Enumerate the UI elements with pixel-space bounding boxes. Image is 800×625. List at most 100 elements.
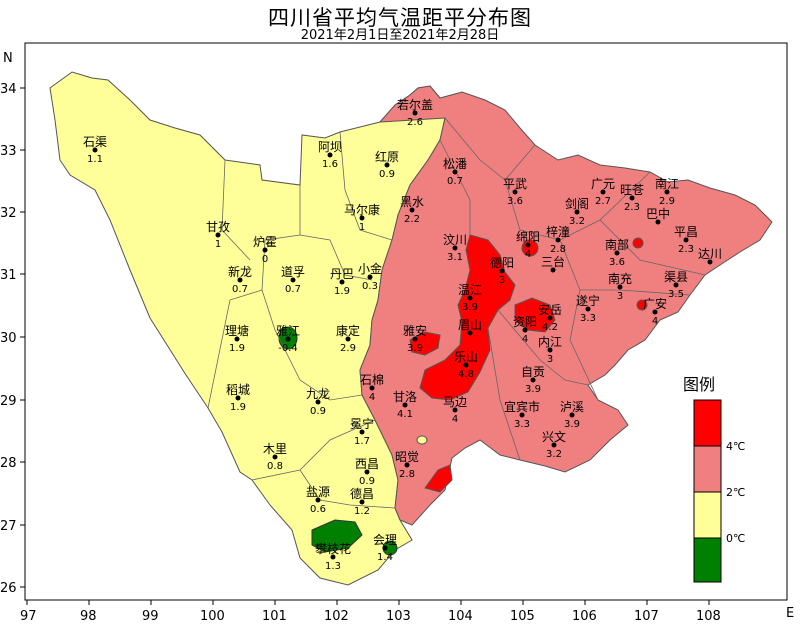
station-name: 盐源 — [306, 485, 330, 499]
station-marker: 雅安 3.9 — [403, 323, 427, 354]
station-value: 4 — [525, 249, 531, 260]
lat-tick-labels: 34 33 32 31 30 29 28 27 26 N — [0, 51, 17, 596]
station-dot — [237, 277, 243, 283]
station-name: 三台 — [541, 254, 565, 269]
station-marker: 剑阁 3.2 — [565, 196, 589, 227]
station-value: 3.6 — [609, 257, 625, 268]
station-name: 小金 — [358, 261, 382, 276]
region-red-yaan — [409, 331, 441, 356]
station-name: 渠县 — [664, 270, 688, 284]
station-value: 1.6 — [322, 159, 338, 170]
station-value: 2.7 — [595, 196, 611, 207]
station-dot — [530, 377, 536, 383]
station-dot — [315, 497, 321, 503]
station-dot — [272, 454, 278, 460]
station-dot — [92, 147, 98, 153]
station-name: 安岳 — [538, 302, 562, 317]
station-value: 0.9 — [359, 476, 375, 487]
station-value: 3.3 — [514, 419, 530, 430]
lat-axis — [20, 87, 25, 588]
legend-swatch-red — [693, 399, 722, 447]
lon-tick: 100 — [200, 609, 225, 624]
lat-tick: 27 — [0, 519, 17, 534]
station-dot — [359, 499, 365, 505]
station-name: 炉霍 — [253, 235, 277, 249]
lat-tick: 29 — [0, 394, 17, 409]
station-value: 1.1 — [87, 154, 103, 165]
station-marker: 平昌 2.3 — [674, 225, 698, 255]
station-marker: 九龙 0.9 — [306, 387, 330, 417]
station-dot — [467, 295, 473, 301]
station-value: 1.3 — [325, 561, 341, 572]
station-name: 攀枝花 — [315, 541, 351, 556]
station-name: 德阳 — [490, 255, 514, 270]
station-marker: 自贡 3.9 — [521, 365, 545, 395]
station-marker: 梓潼 2.8 — [546, 224, 570, 255]
station-name: 马尔康 — [344, 202, 380, 217]
station-name: 丹巴 — [330, 267, 354, 281]
station-dot — [522, 327, 528, 333]
station-marker: 旺苍 2.3 — [620, 183, 644, 213]
station-dot — [683, 237, 689, 243]
station-value: 1.9 — [230, 402, 246, 413]
lon-tick: 103 — [386, 609, 411, 624]
station-dot — [614, 250, 620, 256]
station-marker: 三台 — [541, 254, 565, 273]
station-dot — [412, 336, 418, 342]
station-name: 昭觉 — [395, 450, 419, 464]
station-dot — [452, 407, 458, 413]
station-value: 0.7 — [285, 284, 301, 295]
station-name: 内江 — [538, 335, 562, 349]
station-name: 达川 — [698, 247, 722, 261]
station-value: 1.9 — [334, 286, 350, 297]
station-marker: 渠县 3.5 — [664, 270, 688, 300]
station-name: 南部 — [605, 237, 629, 252]
station-dot — [629, 195, 635, 201]
station-name: 新龙 — [228, 264, 252, 279]
station-name: 雅江 — [276, 323, 300, 338]
station-name: 九龙 — [306, 387, 330, 401]
station-marker: 宜宾市 3.3 — [504, 399, 540, 430]
station-value: 2.2 — [404, 214, 420, 225]
station-dot — [235, 395, 241, 401]
station-value: 0.9 — [379, 169, 395, 180]
station-name: 阿坝 — [318, 140, 342, 154]
station-name: 马边 — [443, 395, 467, 409]
station-value: 2.8 — [550, 244, 566, 255]
station-name: 汶川 — [443, 232, 467, 247]
station-name: 遂宁 — [576, 293, 600, 308]
station-value: 1 — [215, 239, 221, 250]
station-value: 4 — [452, 414, 458, 425]
station-name: 兴文 — [542, 429, 566, 444]
station-marker: 广安 4 — [643, 296, 667, 327]
county-boundaries — [207, 117, 706, 509]
station-name: 资阳 — [513, 315, 537, 329]
station-marker: 石渠 1.1 — [83, 135, 107, 165]
station-dot — [382, 545, 388, 551]
station-marker: 泸溪 3.9 — [560, 400, 584, 430]
station-name: 泸溪 — [560, 400, 584, 414]
lat-tick: 28 — [0, 456, 17, 471]
station-marker: 红原 0.9 — [375, 149, 399, 180]
station-dot — [467, 330, 473, 336]
lon-tick: 101 — [262, 609, 287, 624]
station-marker: 会理 1.4 — [373, 533, 397, 563]
station-marker: 丹巴 1.9 — [330, 267, 354, 297]
station-marker: 木里 0.8 — [263, 442, 287, 472]
station-dot — [330, 554, 336, 560]
station-value: 3 — [547, 354, 553, 365]
region-red-anyue — [514, 297, 556, 333]
station-dot — [339, 279, 345, 285]
legend-label: 4℃ — [726, 440, 745, 453]
station-dot — [452, 245, 458, 251]
station-value: 0.8 — [267, 461, 283, 472]
station-marker: 乐山 4.8 — [454, 350, 478, 380]
region-red-south — [424, 464, 453, 493]
station-dot — [555, 237, 561, 243]
station-layer: 若尔盖 2.6 石渠 1.1 阿坝 1.6 红原 0.9 松潘 0.7 平武 3.6 广元 2.7 旺苍 2.… — [83, 97, 722, 572]
station-marker: 炉霍 0 — [253, 235, 277, 265]
map-title: 四川省平均气温距平分布图 — [268, 6, 532, 30]
station-value: 0.9 — [310, 406, 326, 417]
lat-tick: 26 — [0, 581, 17, 596]
n-label: N — [3, 51, 13, 66]
